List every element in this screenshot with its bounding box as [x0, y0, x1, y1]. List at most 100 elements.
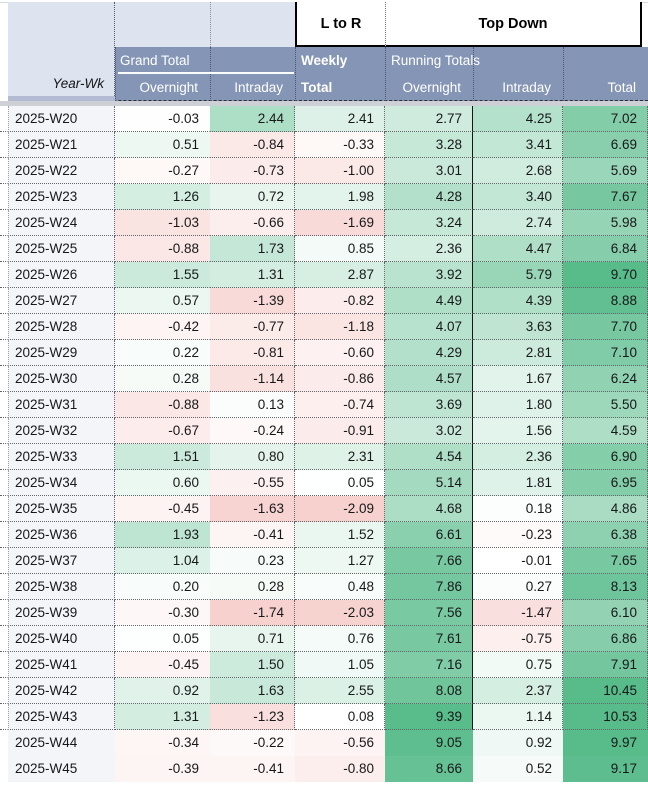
value-cell[interactable]: 4.49: [385, 288, 473, 314]
value-cell[interactable]: 6.90: [563, 444, 648, 470]
value-cell[interactable]: -0.24: [210, 418, 295, 444]
value-cell[interactable]: 9.39: [385, 704, 473, 730]
value-cell[interactable]: 0.18: [473, 496, 563, 522]
value-cell[interactable]: -0.34: [115, 730, 210, 756]
row-label-cell[interactable]: 2025-W40: [8, 626, 115, 652]
col-header-intraday[interactable]: Intraday: [234, 80, 283, 95]
value-cell[interactable]: -0.77: [210, 314, 295, 340]
value-cell[interactable]: -0.39: [115, 756, 210, 782]
flow-cell-top-down[interactable]: Top Down: [385, 2, 642, 47]
value-cell[interactable]: 6.95: [563, 470, 648, 496]
row-label-cell[interactable]: 2025-W27: [8, 288, 115, 314]
value-cell[interactable]: 3.01: [385, 158, 473, 184]
row-label-cell[interactable]: 2025-W25: [8, 236, 115, 262]
value-cell[interactable]: 7.10: [563, 340, 648, 366]
row-label-cell[interactable]: 2025-W22: [8, 158, 115, 184]
value-cell[interactable]: 2.77: [385, 106, 473, 132]
value-cell[interactable]: 2.44: [210, 106, 295, 132]
value-cell[interactable]: 1.52: [295, 522, 385, 548]
value-cell[interactable]: -0.22: [210, 730, 295, 756]
row-label-cell[interactable]: 2025-W38: [8, 574, 115, 600]
value-cell[interactable]: 1.55: [115, 262, 210, 288]
value-cell[interactable]: 1.63: [210, 678, 295, 704]
value-cell[interactable]: 8.66: [385, 756, 473, 782]
row-label-cell[interactable]: 2025-W36: [8, 522, 115, 548]
value-cell[interactable]: 1.98: [295, 184, 385, 210]
value-cell[interactable]: 6.86: [563, 626, 648, 652]
value-cell[interactable]: 0.85: [295, 236, 385, 262]
header-empty-cell[interactable]: [115, 2, 295, 47]
value-cell[interactable]: -2.03: [295, 600, 385, 626]
row-label-cell[interactable]: 2025-W33: [8, 444, 115, 470]
value-cell[interactable]: -0.45: [115, 652, 210, 678]
value-cell[interactable]: -1.39: [210, 288, 295, 314]
value-cell[interactable]: 0.05: [115, 626, 210, 652]
value-cell[interactable]: -1.74: [210, 600, 295, 626]
row-label-cell[interactable]: 2025-W43: [8, 704, 115, 730]
value-cell[interactable]: 6.10: [563, 600, 648, 626]
row-label-cell[interactable]: 2025-W41: [8, 652, 115, 678]
value-cell[interactable]: 9.17: [563, 756, 648, 782]
value-cell[interactable]: -1.14: [210, 366, 295, 392]
value-cell[interactable]: 4.68: [385, 496, 473, 522]
value-cell[interactable]: -1.63: [210, 496, 295, 522]
value-cell[interactable]: 4.54: [385, 444, 473, 470]
value-cell[interactable]: 4.07: [385, 314, 473, 340]
value-cell[interactable]: 0.22: [115, 340, 210, 366]
value-cell[interactable]: 10.45: [563, 678, 648, 704]
value-cell[interactable]: -1.00: [295, 158, 385, 184]
value-cell[interactable]: 7.65: [563, 548, 648, 574]
value-cell[interactable]: 9.70: [563, 262, 648, 288]
value-cell[interactable]: 6.61: [385, 522, 473, 548]
value-cell[interactable]: -0.60: [295, 340, 385, 366]
value-cell[interactable]: 5.79: [473, 262, 563, 288]
value-cell[interactable]: 4.28: [385, 184, 473, 210]
value-cell[interactable]: 0.71: [210, 626, 295, 652]
value-cell[interactable]: 1.56: [473, 418, 563, 444]
col-header-weekly-total[interactable]: Total: [301, 80, 333, 95]
value-cell[interactable]: -1.18: [295, 314, 385, 340]
value-cell[interactable]: -0.56: [295, 730, 385, 756]
value-cell[interactable]: 0.92: [473, 730, 563, 756]
value-cell[interactable]: 1.31: [115, 704, 210, 730]
value-cell[interactable]: -1.69: [295, 210, 385, 236]
value-cell[interactable]: 8.08: [385, 678, 473, 704]
value-cell[interactable]: 0.05: [295, 470, 385, 496]
col-header-running-intraday[interactable]: Intraday: [502, 80, 551, 95]
value-cell[interactable]: 1.51: [115, 444, 210, 470]
value-cell[interactable]: 0.52: [473, 756, 563, 782]
value-cell[interactable]: 6.69: [563, 132, 648, 158]
value-cell[interactable]: 9.97: [563, 730, 648, 756]
row-label-cell[interactable]: 2025-W21: [8, 132, 115, 158]
value-cell[interactable]: 1.05: [295, 652, 385, 678]
row-label-cell[interactable]: 2025-W45: [8, 756, 115, 782]
row-label-cell[interactable]: 2025-W24: [8, 210, 115, 236]
row-label-cell[interactable]: 2025-W44: [8, 730, 115, 756]
value-cell[interactable]: 8.88: [563, 288, 648, 314]
value-cell[interactable]: 0.28: [115, 366, 210, 392]
value-cell[interactable]: 0.23: [210, 548, 295, 574]
value-cell[interactable]: 6.84: [563, 236, 648, 262]
value-cell[interactable]: 2.81: [473, 340, 563, 366]
value-cell[interactable]: 1.73: [210, 236, 295, 262]
row-label-cell[interactable]: 2025-W29: [8, 340, 115, 366]
value-cell[interactable]: -1.23: [210, 704, 295, 730]
value-cell[interactable]: 5.98: [563, 210, 648, 236]
row-label-cell[interactable]: 2025-W28: [8, 314, 115, 340]
value-cell[interactable]: 0.76: [295, 626, 385, 652]
value-cell[interactable]: 4.39: [473, 288, 563, 314]
value-cell[interactable]: 9.05: [385, 730, 473, 756]
value-cell[interactable]: 1.26: [115, 184, 210, 210]
value-cell[interactable]: 3.63: [473, 314, 563, 340]
value-cell[interactable]: 3.69: [385, 392, 473, 418]
row-label-cell[interactable]: 2025-W23: [8, 184, 115, 210]
value-cell[interactable]: 0.28: [210, 574, 295, 600]
value-cell[interactable]: -0.67: [115, 418, 210, 444]
value-cell[interactable]: 2.37: [473, 678, 563, 704]
value-cell[interactable]: 1.67: [473, 366, 563, 392]
value-cell[interactable]: 4.25: [473, 106, 563, 132]
value-cell[interactable]: 7.86: [385, 574, 473, 600]
value-cell[interactable]: -2.09: [295, 496, 385, 522]
row-label-cell[interactable]: 2025-W31: [8, 392, 115, 418]
value-cell[interactable]: -0.41: [210, 756, 295, 782]
